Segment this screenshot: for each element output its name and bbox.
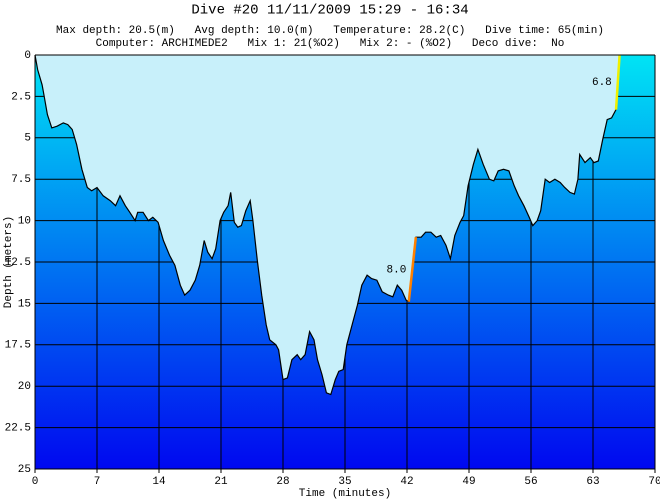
y-tick-label: 2.5: [11, 91, 31, 103]
ascent-segment: [407, 237, 418, 302]
y-tick-label: 22.5: [5, 423, 31, 435]
y-tick-label: 20: [18, 381, 31, 393]
y-axis-label: Depth (meters): [3, 216, 15, 308]
depth-profile: [34, 54, 621, 396]
x-tick-label: 14: [152, 476, 166, 488]
x-tick-label: 21: [214, 476, 228, 488]
x-tick-label: 49: [462, 476, 475, 488]
y-tick-label: 12.5: [5, 257, 31, 269]
y-tick-label: 15: [18, 298, 31, 310]
y-tick-label: 17.5: [5, 340, 31, 352]
x-tick-label: 7: [94, 476, 101, 488]
y-tick-label: 0: [24, 50, 31, 62]
annotation-label: 8.0: [387, 264, 407, 276]
subtitle: Computer: ARCHIMEDE2 Mix 1: 21(%O2) Mix …: [96, 38, 565, 50]
ascent-segment: [614, 54, 621, 110]
surface-area: [35, 55, 620, 395]
y-tick-label: 5: [24, 133, 31, 145]
x-tick-label: 63: [586, 476, 599, 488]
x-axis-label: Time (minutes): [299, 488, 391, 500]
chart-title: Dive #20 11/11/2009 15:29 - 16:34: [191, 3, 468, 19]
x-tick-label: 42: [400, 476, 413, 488]
subtitle: Max depth: 20.5(m) Avg depth: 10.0(m) Te…: [56, 25, 604, 37]
x-tick-label: 70: [648, 476, 660, 488]
y-tick-label: 7.5: [11, 174, 31, 186]
x-tick-label: 35: [338, 476, 351, 488]
y-tick-label: 10: [18, 216, 31, 228]
x-tick-label: 28: [276, 476, 289, 488]
y-tick-label: 25: [18, 464, 31, 476]
x-tick-label: 0: [32, 476, 39, 488]
x-tick-label: 56: [524, 476, 537, 488]
annotation-label: 6.8: [592, 77, 612, 89]
